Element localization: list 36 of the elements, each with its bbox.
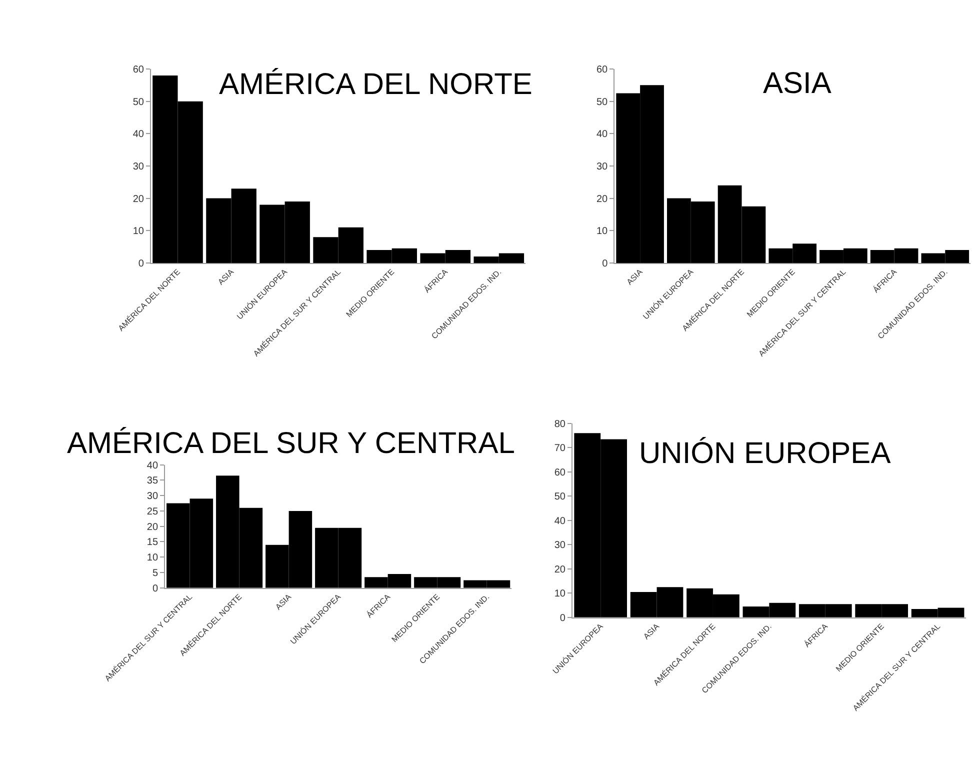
y-tick-label: 30	[132, 161, 144, 172]
y-tick-label: 10	[146, 552, 158, 564]
chart-title: AMÉRICA DEL NORTE	[219, 67, 532, 101]
y-tick-label: 20	[554, 564, 566, 576]
y-tick-label: 60	[554, 467, 566, 478]
text: UNIÓN EUROPEA	[639, 436, 891, 470]
y-tick-label: 30	[596, 161, 608, 172]
y-tick-label: 80	[554, 418, 566, 430]
y-tick-label: 70	[554, 443, 566, 454]
y-tick-label: 60	[596, 64, 608, 76]
y-tick-label: 10	[554, 588, 566, 600]
y-tick-label: 60	[132, 64, 144, 76]
y-tick-label: 50	[132, 96, 144, 108]
y-tick-label: 25	[146, 506, 158, 518]
y-tick-label: 50	[554, 492, 566, 503]
y-tick-label: 35	[146, 476, 158, 487]
y-tick-label: 20	[596, 194, 608, 205]
y-tick-label: 50	[596, 96, 608, 108]
y-tick-label: 20	[146, 522, 158, 533]
chart-title: ASIA	[763, 67, 832, 100]
y-tick-label: 0	[138, 258, 144, 270]
y-tick-label: 0	[602, 258, 608, 270]
y-tick-label: 10	[132, 226, 144, 238]
y-tick-label: 40	[146, 460, 158, 472]
y-tick-label: 10	[596, 226, 608, 238]
y-tick-label: 0	[152, 583, 158, 594]
y-tick-label: 40	[596, 129, 608, 140]
y-tick-label: 30	[554, 540, 566, 552]
y-tick-label: 0	[560, 612, 566, 624]
y-tick-label: 40	[554, 516, 566, 527]
y-tick-label: 15	[146, 537, 158, 548]
y-tick-label: 30	[146, 491, 158, 502]
y-tick-label: 5	[152, 568, 158, 580]
chart-title: AMÉRICA DEL SUR Y CENTRAL	[67, 426, 515, 460]
y-tick-label: 20	[132, 194, 144, 205]
y-tick-label: 40	[132, 129, 144, 140]
